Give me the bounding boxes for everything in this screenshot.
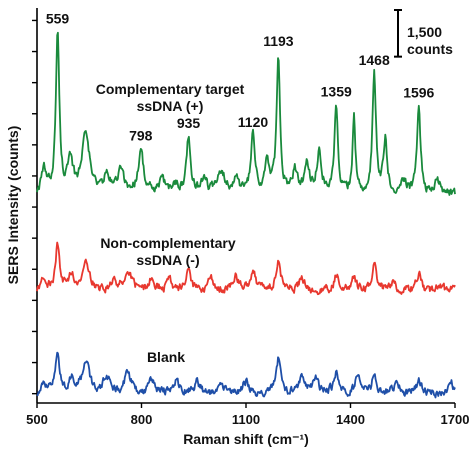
scale-bar-value: 1,500 <box>407 24 442 40</box>
x-axis-ticks: 500 800 1100 1400 1700 <box>26 403 469 427</box>
noncomplementary-label-line1: Non-complementary <box>100 235 236 251</box>
peak-label-559: 559 <box>46 10 70 26</box>
complementary-spectrum-line <box>36 31 456 196</box>
complementary-label-line2: ssDNA (+) <box>137 98 204 114</box>
complementary-label-line1: Complementary target <box>96 81 245 97</box>
peak-label-935: 935 <box>177 115 201 131</box>
blank-label: Blank <box>147 349 185 365</box>
scale-bar: 1,500 counts <box>394 9 453 58</box>
spectra-group <box>36 31 456 399</box>
peak-label-1596: 1596 <box>403 85 434 101</box>
noncomplementary-spectrum-line <box>36 241 456 296</box>
x-tick-label: 1700 <box>441 412 470 427</box>
scale-bar-unit: counts <box>407 41 453 57</box>
x-tick-label: 500 <box>26 412 48 427</box>
peak-label-1359: 1359 <box>321 83 352 99</box>
peak-label-1468: 1468 <box>359 52 390 68</box>
y-axis-title: SERS Intensity (counts) <box>5 126 21 285</box>
x-tick-label: 1100 <box>232 412 260 427</box>
peak-label-1120: 1120 <box>238 114 269 130</box>
peak-label-1193: 1193 <box>263 33 294 49</box>
x-tick-label: 1400 <box>336 412 365 427</box>
x-axis-title: Raman shift (cm⁻¹) <box>183 431 309 447</box>
peak-label-798: 798 <box>129 128 153 144</box>
noncomplementary-label-line2: ssDNA (-) <box>136 252 199 268</box>
x-tick-label: 800 <box>131 412 153 427</box>
blank-spectrum-line <box>36 351 456 399</box>
peak-labels: 559 798 935 1120 1193 1359 1468 1596 <box>46 10 435 143</box>
y-axis-ticks <box>32 19 37 395</box>
